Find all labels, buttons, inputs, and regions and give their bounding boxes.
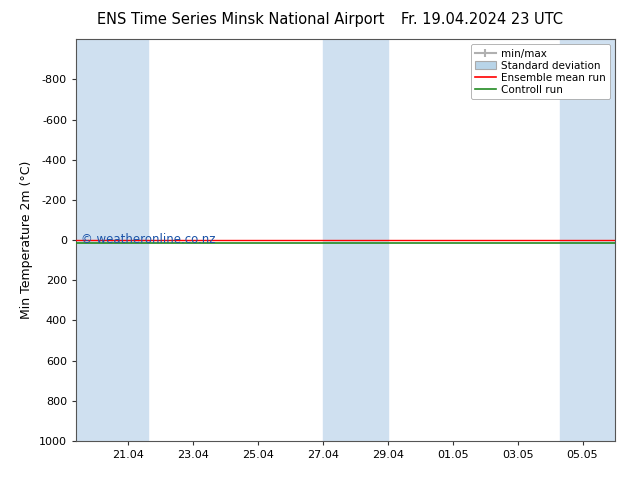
Text: Fr. 19.04.2024 23 UTC: Fr. 19.04.2024 23 UTC xyxy=(401,12,563,27)
Bar xyxy=(76,39,148,441)
Y-axis label: Min Temperature 2m (°C): Min Temperature 2m (°C) xyxy=(20,161,34,319)
Text: ENS Time Series Minsk National Airport: ENS Time Series Minsk National Airport xyxy=(97,12,385,27)
Legend: min/max, Standard deviation, Ensemble mean run, Controll run: min/max, Standard deviation, Ensemble me… xyxy=(470,45,610,99)
Bar xyxy=(560,39,615,441)
Text: © weatheronline.co.nz: © weatheronline.co.nz xyxy=(81,233,216,246)
Bar xyxy=(323,39,388,441)
